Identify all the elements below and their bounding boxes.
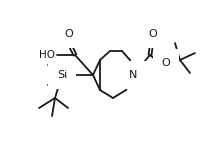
Text: HO: HO bbox=[39, 50, 55, 60]
Text: O: O bbox=[162, 58, 170, 68]
Text: Si: Si bbox=[57, 70, 67, 80]
Text: O: O bbox=[65, 29, 73, 39]
Text: N: N bbox=[129, 70, 137, 80]
Text: O: O bbox=[149, 29, 157, 39]
